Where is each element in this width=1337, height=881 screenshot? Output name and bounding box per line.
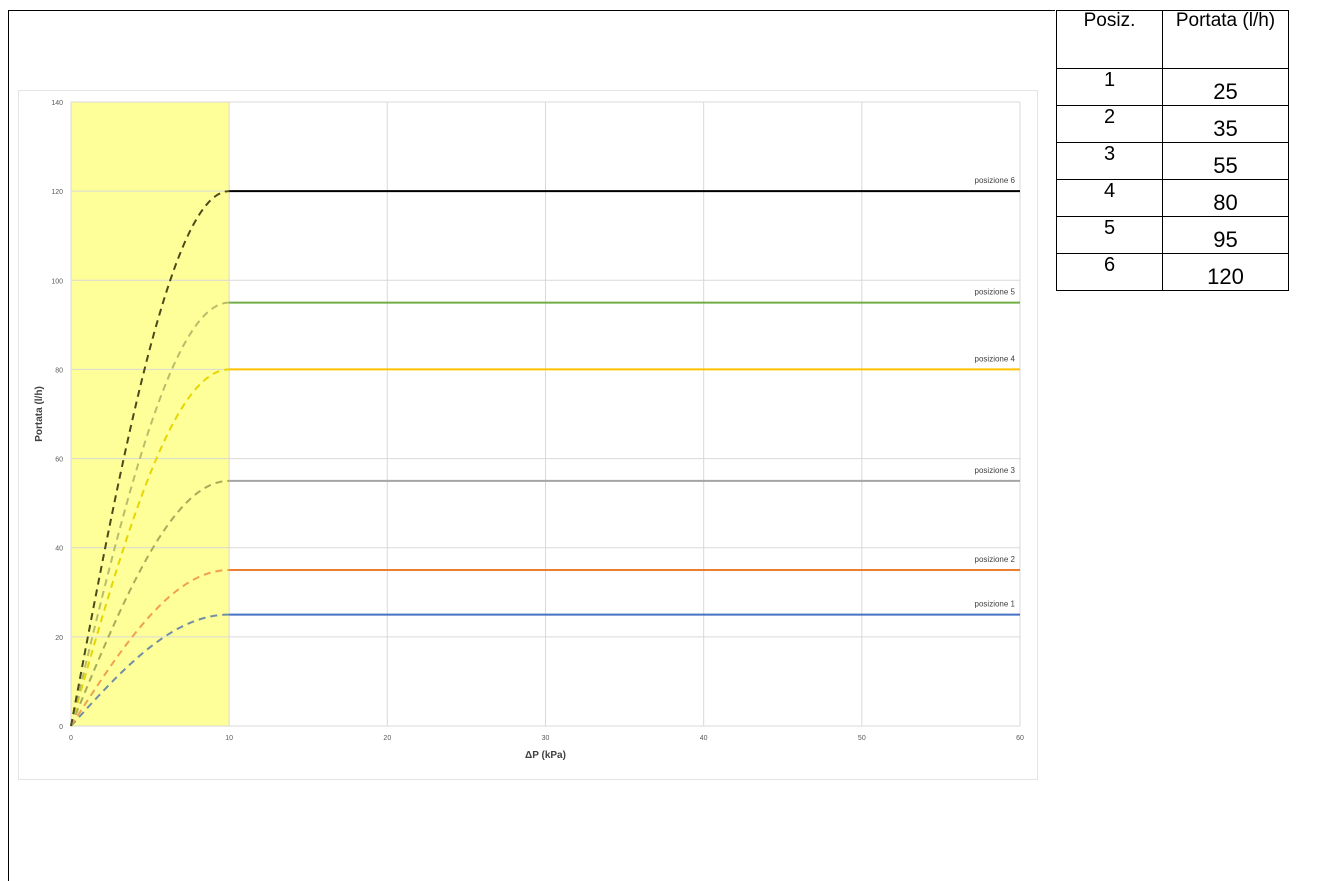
x-tick-label: 30 — [542, 735, 550, 742]
y-tick-label: 120 — [51, 189, 63, 196]
table-row: 5 95 — [1056, 216, 1289, 254]
cell-position: 3 — [1056, 142, 1163, 180]
frame-left-border — [8, 10, 9, 881]
y-tick-label: 40 — [55, 546, 63, 553]
x-axis-title: ΔP (kPa) — [525, 750, 566, 761]
y-tick-label: 60 — [55, 457, 63, 464]
cell-flow: 120 — [1162, 253, 1289, 291]
table-row: 3 55 — [1056, 142, 1289, 180]
series-label: posizione 6 — [975, 176, 1016, 185]
series-label: posizione 1 — [975, 600, 1016, 609]
cell-position: 2 — [1056, 105, 1163, 143]
series-curve-dashed — [70, 190, 230, 727]
series-label: posizione 3 — [975, 466, 1016, 475]
y-tick-label: 100 — [51, 278, 63, 285]
y-tick-label: 0 — [59, 724, 63, 731]
y-tick-label: 80 — [55, 367, 63, 374]
table-row: 4 80 — [1056, 179, 1289, 217]
highlight-region — [71, 102, 230, 726]
cell-flow: 55 — [1162, 142, 1289, 180]
cell-flow: 95 — [1162, 216, 1289, 254]
position-flow-table: Posiz. Portata (l/h) 1 25 2 35 3 55 4 80… — [1056, 10, 1289, 291]
table-header-row: Posiz. Portata (l/h) — [1056, 10, 1289, 69]
series-label: posizione 4 — [975, 354, 1016, 363]
table-row: 1 25 — [1056, 68, 1289, 106]
y-axis-title: Portata (l/h) — [34, 386, 45, 442]
series-curve-dashed — [70, 569, 230, 727]
x-tick-label: 20 — [383, 735, 391, 742]
frame-top-border — [8, 10, 1055, 11]
cell-position: 6 — [1056, 253, 1163, 291]
cell-flow: 80 — [1162, 179, 1289, 217]
x-tick-label: 60 — [1016, 735, 1024, 742]
series-curve-dashed — [70, 301, 230, 727]
table-row: 2 35 — [1056, 105, 1289, 143]
cell-flow: 25 — [1162, 68, 1289, 106]
series-label: posizione 2 — [975, 555, 1016, 564]
series-curve-dashed — [70, 368, 230, 727]
cell-position: 1 — [1056, 68, 1163, 106]
x-tick-label: 0 — [69, 735, 73, 742]
y-tick-label: 20 — [55, 635, 63, 642]
cell-position: 4 — [1056, 179, 1163, 217]
y-tick-label: 140 — [51, 100, 63, 107]
x-tick-label: 10 — [225, 735, 233, 742]
table-row: 6 120 — [1056, 253, 1289, 291]
header-position: Posiz. — [1056, 10, 1163, 69]
cell-flow: 35 — [1162, 105, 1289, 143]
cell-position: 5 — [1056, 216, 1163, 254]
series-curve-dashed — [70, 613, 230, 727]
x-tick-label: 50 — [858, 735, 866, 742]
series-label: posizione 5 — [975, 288, 1016, 297]
header-flow: Portata (l/h) — [1162, 10, 1289, 69]
x-tick-label: 40 — [700, 735, 708, 742]
